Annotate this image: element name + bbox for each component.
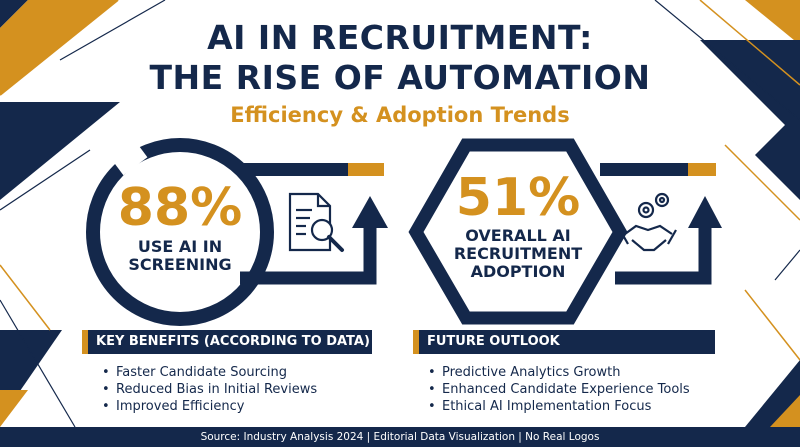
stat-88-label-line-2: SCREENING — [128, 255, 232, 274]
list-item: Improved Efficiency — [100, 398, 317, 415]
list-item: Reduced Bias in Initial Reviews — [100, 381, 317, 398]
list-item: Predictive Analytics Growth — [426, 364, 690, 381]
stat-51-label-line-2: RECRUITMENT — [453, 244, 583, 263]
key-benefits-header: KEY BENEFITS (ACCORDING TO DATA) — [82, 330, 372, 354]
list-item: Enhanced Candidate Experience Tools — [426, 381, 690, 398]
future-outlook-header: FUTURE OUTLOOK — [413, 330, 715, 354]
stat-51-value: 51% — [455, 168, 581, 228]
page-title-line-1: AI IN RECRUITMENT: — [207, 18, 593, 57]
page-title-line-2: THE RISE OF AUTOMATION — [149, 58, 651, 97]
stat-88-value: 88% — [117, 178, 243, 238]
stat-51-label-line-3: ADOPTION — [470, 262, 566, 281]
key-benefits-accent-bar — [82, 330, 88, 354]
future-outlook-header-label: FUTURE OUTLOOK — [427, 334, 560, 349]
key-benefits-list: Faster Candidate Sourcing Reduced Bias i… — [100, 364, 317, 415]
future-outlook-accent-bar — [413, 330, 419, 354]
list-item: Ethical AI Implementation Focus — [426, 398, 690, 415]
document-search-icon — [288, 192, 344, 252]
future-outlook-list: Predictive Analytics Growth Enhanced Can… — [426, 364, 690, 415]
title-block: AI IN RECRUITMENT: THE RISE OF AUTOMATIO… — [0, 18, 800, 128]
source-footer: Source: Industry Analysis 2024 | Editori… — [0, 427, 800, 447]
handshake-gears-icon — [619, 192, 677, 252]
stat-51-label-line-1: OVERALL AI — [465, 226, 571, 245]
list-item: Faster Candidate Sourcing — [100, 364, 317, 381]
page-subtitle: Efficiency & Adoption Trends — [230, 103, 570, 127]
stat-88-label-line-1: USE AI IN — [137, 237, 223, 256]
key-benefits-header-label: KEY BENEFITS (ACCORDING TO DATA) — [96, 334, 370, 349]
